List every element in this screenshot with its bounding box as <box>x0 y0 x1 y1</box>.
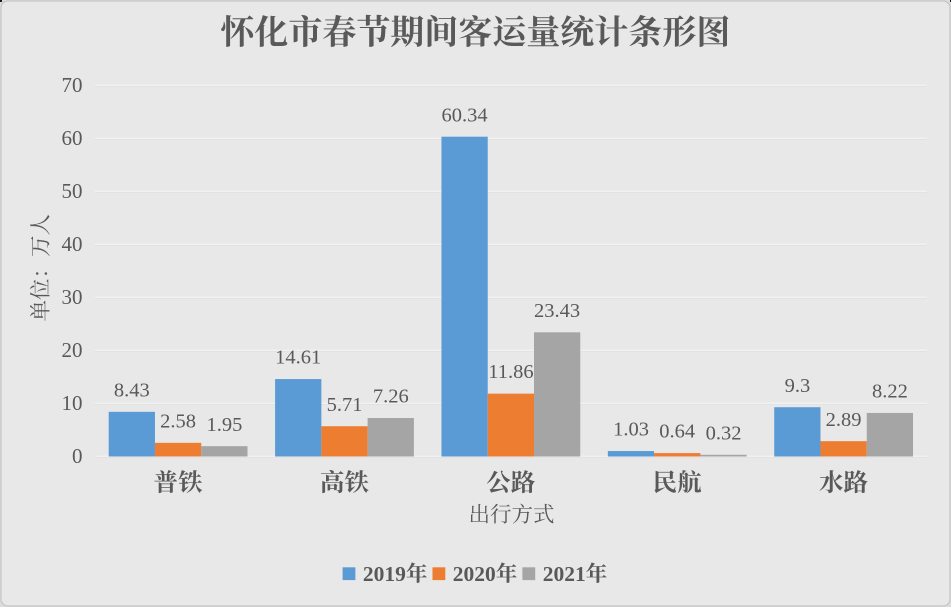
svg-text:20: 20 <box>62 338 83 362</box>
svg-text:8.43: 8.43 <box>114 379 150 401</box>
svg-text:2021: 2021 <box>543 562 586 586</box>
svg-text:2.58: 2.58 <box>160 410 196 432</box>
svg-text:23.43: 23.43 <box>534 300 580 322</box>
svg-text:1.03: 1.03 <box>613 419 649 441</box>
svg-text:14.61: 14.61 <box>275 347 321 369</box>
svg-text:0.64: 0.64 <box>659 421 695 443</box>
svg-text:2020: 2020 <box>453 562 496 586</box>
svg-text:5.71: 5.71 <box>327 394 363 416</box>
svg-text:10: 10 <box>62 391 83 415</box>
svg-text:1.95: 1.95 <box>206 414 242 436</box>
svg-text:11.86: 11.86 <box>488 361 533 383</box>
svg-text:30: 30 <box>62 285 83 309</box>
svg-text:70: 70 <box>62 73 83 97</box>
svg-text:40: 40 <box>62 232 83 256</box>
svg-text:0.32: 0.32 <box>706 422 742 444</box>
svg-text:9.3: 9.3 <box>785 375 811 397</box>
svg-text:60.34: 60.34 <box>442 104 488 126</box>
svg-text:2019: 2019 <box>363 562 406 586</box>
svg-text:8.22: 8.22 <box>872 381 908 403</box>
svg-text:50: 50 <box>62 179 83 203</box>
svg-text:60: 60 <box>62 126 83 150</box>
svg-text:7.26: 7.26 <box>373 386 409 408</box>
svg-text:2.89: 2.89 <box>826 409 862 431</box>
svg-text:0: 0 <box>72 444 83 468</box>
